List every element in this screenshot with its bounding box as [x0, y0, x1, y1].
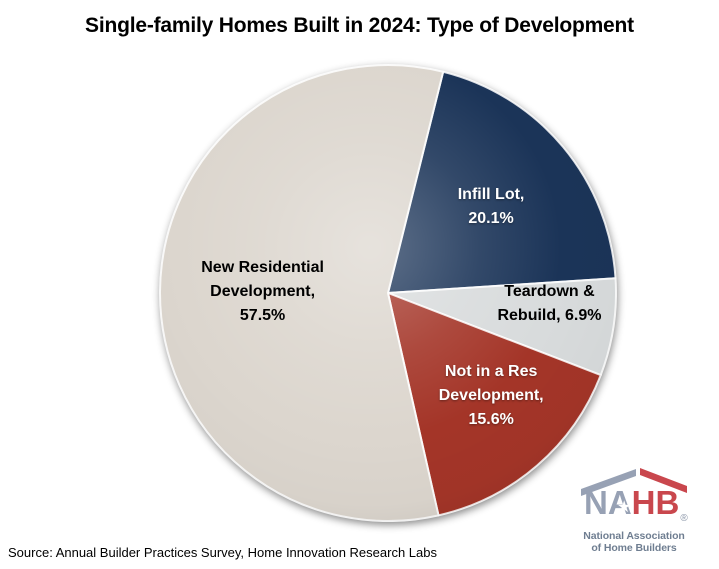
registered-mark-icon: ®	[680, 513, 688, 524]
pie-slice-new-residential-development	[159, 64, 445, 522]
roof-left-slope	[581, 469, 636, 496]
roof-right-slope	[640, 468, 687, 493]
pie-slice-infill-lot	[387, 70, 617, 294]
pie-slice-not-in-a-res-development	[387, 292, 602, 517]
pie-chart	[159, 64, 617, 522]
nahb-letters-na: NA	[584, 484, 632, 521]
nahb-tagline-line1: National Association	[583, 530, 685, 542]
nahb-logo: NAHB® ★ National Association of Home Buil…	[578, 466, 694, 558]
chart-title: Single-family Homes Built in 2024: Type …	[85, 14, 634, 37]
source-caption: Source: Annual Builder Practices Survey,…	[8, 545, 437, 560]
nahb-star-icon: ★	[617, 499, 632, 516]
nahb-tagline: National Association of Home Builders	[578, 530, 690, 554]
nahb-letters-hb: HB	[631, 484, 680, 521]
nahb-tagline-line2: of Home Builders	[591, 542, 677, 554]
nahb-wordmark: NAHB® ★	[584, 484, 688, 529]
nahb-roof-icon	[581, 468, 687, 496]
